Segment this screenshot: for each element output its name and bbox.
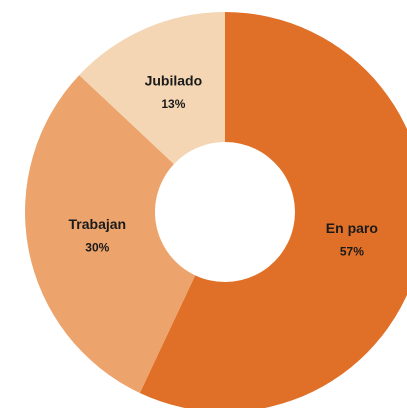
slice-value-label: 57% — [340, 245, 364, 259]
slice-label: En paro — [326, 220, 378, 236]
slice-value-label: 13% — [161, 97, 185, 111]
donut-slice — [79, 12, 226, 165]
donut-slice — [24, 75, 196, 393]
slice-label: Trabajan — [69, 216, 127, 232]
slice-label: Jubilado — [145, 72, 203, 88]
slice-value-label: 30% — [85, 241, 109, 255]
donut-slice — [139, 12, 407, 408]
